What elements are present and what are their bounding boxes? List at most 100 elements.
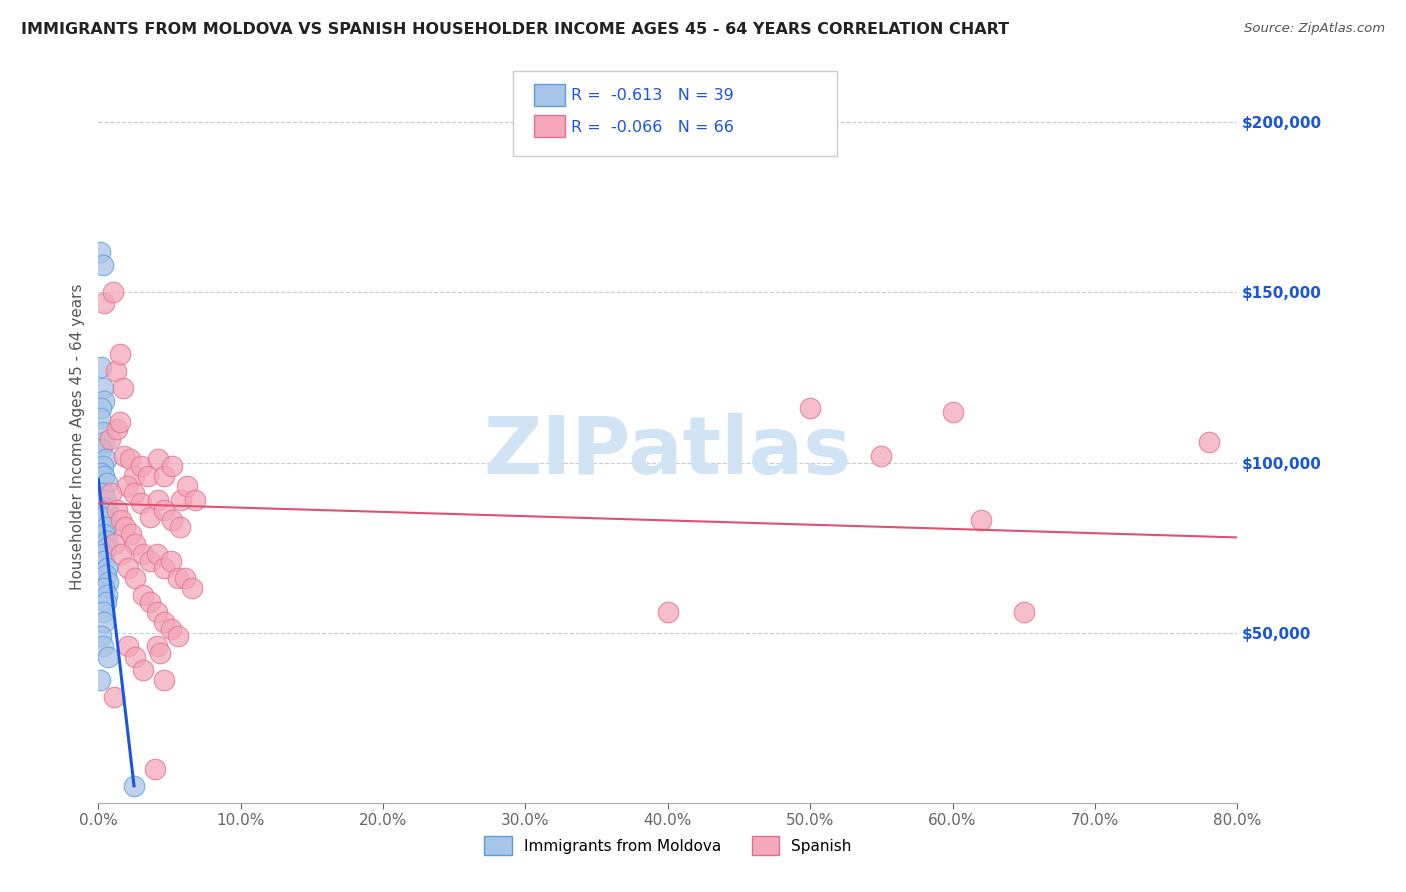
Point bbox=[91, 510, 114, 524]
Point bbox=[100, 486, 122, 500]
Point bbox=[103, 690, 125, 705]
Point bbox=[1012, 605, 1035, 619]
Point bbox=[111, 381, 134, 395]
Point bbox=[93, 582, 115, 596]
Point bbox=[94, 493, 117, 508]
Point bbox=[103, 537, 125, 551]
Point bbox=[90, 466, 112, 480]
Point bbox=[169, 520, 191, 534]
Point bbox=[129, 496, 152, 510]
Point bbox=[90, 360, 112, 375]
Point bbox=[131, 663, 153, 677]
Point bbox=[108, 415, 131, 429]
Point bbox=[118, 452, 141, 467]
Text: R =  -0.066   N = 66: R = -0.066 N = 66 bbox=[571, 120, 734, 136]
Point bbox=[91, 640, 114, 654]
Point bbox=[93, 435, 115, 450]
Point bbox=[108, 347, 131, 361]
Point bbox=[89, 244, 111, 259]
Point bbox=[90, 629, 112, 643]
Point bbox=[153, 503, 176, 517]
Point bbox=[131, 588, 153, 602]
Point bbox=[138, 510, 160, 524]
Point bbox=[94, 595, 117, 609]
Point bbox=[96, 561, 118, 575]
Point bbox=[105, 503, 128, 517]
Point bbox=[91, 425, 114, 439]
Point bbox=[112, 449, 135, 463]
Point bbox=[146, 640, 169, 654]
Point bbox=[162, 458, 184, 473]
Point bbox=[870, 449, 893, 463]
Point bbox=[149, 646, 172, 660]
Point bbox=[122, 469, 145, 483]
Point bbox=[174, 571, 197, 585]
Text: Source: ZipAtlas.com: Source: ZipAtlas.com bbox=[1244, 22, 1385, 36]
Point bbox=[184, 493, 207, 508]
Point bbox=[131, 548, 153, 562]
Point bbox=[122, 779, 145, 793]
Point bbox=[799, 401, 821, 416]
Point bbox=[93, 615, 115, 630]
Point bbox=[93, 295, 115, 310]
Point bbox=[90, 401, 112, 416]
Point bbox=[117, 561, 139, 575]
Point bbox=[138, 554, 160, 568]
Point bbox=[176, 479, 198, 493]
Text: R =  -0.613   N = 39: R = -0.613 N = 39 bbox=[571, 88, 734, 103]
Legend: Immigrants from Moldova, Spanish: Immigrants from Moldova, Spanish bbox=[478, 830, 858, 861]
Point bbox=[93, 527, 115, 541]
Point bbox=[124, 537, 146, 551]
Point bbox=[146, 605, 169, 619]
Point bbox=[167, 629, 190, 643]
Point bbox=[91, 458, 114, 473]
Point bbox=[148, 493, 170, 508]
Point bbox=[657, 605, 679, 619]
Point bbox=[104, 364, 127, 378]
Point bbox=[91, 486, 114, 500]
Point bbox=[148, 452, 170, 467]
Point bbox=[124, 571, 146, 585]
Point bbox=[96, 533, 118, 548]
Point bbox=[93, 554, 115, 568]
Point bbox=[101, 285, 124, 300]
Point bbox=[167, 571, 190, 585]
Text: IMMIGRANTS FROM MOLDOVA VS SPANISH HOUSEHOLDER INCOME AGES 45 - 64 YEARS CORRELA: IMMIGRANTS FROM MOLDOVA VS SPANISH HOUSE… bbox=[21, 22, 1010, 37]
Point bbox=[94, 567, 117, 582]
Point bbox=[124, 649, 146, 664]
Point bbox=[90, 442, 112, 456]
Point bbox=[91, 258, 114, 272]
Point bbox=[89, 673, 111, 688]
Point bbox=[94, 520, 117, 534]
Point bbox=[110, 513, 132, 527]
Point bbox=[146, 548, 169, 562]
Point bbox=[91, 605, 114, 619]
Point bbox=[96, 475, 118, 490]
Point bbox=[153, 673, 176, 688]
Point bbox=[170, 493, 193, 508]
Point bbox=[91, 381, 114, 395]
Point bbox=[153, 469, 176, 483]
Point bbox=[97, 649, 120, 664]
Point bbox=[96, 588, 118, 602]
Point bbox=[162, 513, 184, 527]
Point bbox=[129, 458, 152, 473]
Point bbox=[153, 615, 176, 630]
Point bbox=[942, 404, 965, 418]
Point bbox=[136, 469, 159, 483]
Point bbox=[105, 421, 128, 435]
Point bbox=[114, 520, 136, 534]
Point bbox=[93, 500, 115, 514]
Point bbox=[97, 574, 120, 589]
Point bbox=[181, 582, 204, 596]
Point bbox=[138, 595, 160, 609]
Point bbox=[98, 432, 121, 446]
Point bbox=[160, 622, 183, 636]
Point bbox=[120, 527, 142, 541]
Point bbox=[94, 452, 117, 467]
Point bbox=[122, 486, 145, 500]
Point bbox=[94, 541, 117, 555]
Point bbox=[160, 554, 183, 568]
Point bbox=[1198, 435, 1220, 450]
Point bbox=[110, 548, 132, 562]
